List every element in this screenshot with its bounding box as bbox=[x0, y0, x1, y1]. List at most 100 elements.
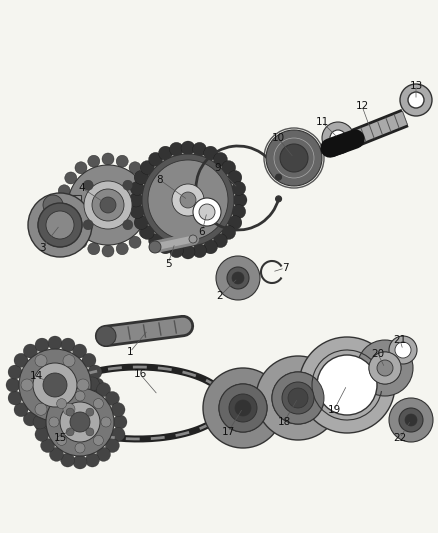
Circle shape bbox=[181, 245, 195, 259]
Circle shape bbox=[35, 427, 49, 441]
Circle shape bbox=[399, 408, 423, 432]
Circle shape bbox=[216, 256, 260, 300]
Text: 18: 18 bbox=[277, 417, 291, 427]
Circle shape bbox=[148, 199, 160, 211]
Circle shape bbox=[113, 415, 127, 429]
Text: 5: 5 bbox=[165, 259, 171, 269]
Circle shape bbox=[50, 215, 70, 235]
Circle shape bbox=[88, 391, 102, 405]
Circle shape bbox=[106, 392, 120, 406]
Circle shape bbox=[193, 142, 207, 156]
Circle shape bbox=[93, 399, 103, 409]
Circle shape bbox=[395, 342, 411, 358]
Text: 10: 10 bbox=[272, 133, 285, 143]
Circle shape bbox=[123, 180, 133, 190]
Text: 12: 12 bbox=[355, 101, 369, 111]
Circle shape bbox=[159, 240, 173, 254]
Circle shape bbox=[93, 435, 103, 446]
Circle shape bbox=[193, 198, 221, 226]
Circle shape bbox=[14, 403, 28, 417]
Text: 14: 14 bbox=[29, 371, 42, 381]
Text: 2: 2 bbox=[217, 291, 223, 301]
Circle shape bbox=[86, 428, 94, 436]
Circle shape bbox=[46, 388, 114, 456]
Circle shape bbox=[227, 267, 249, 289]
FancyBboxPatch shape bbox=[53, 195, 81, 215]
Circle shape bbox=[49, 383, 64, 397]
Circle shape bbox=[235, 400, 251, 416]
Circle shape bbox=[6, 378, 20, 392]
Circle shape bbox=[8, 365, 22, 379]
Circle shape bbox=[219, 384, 267, 432]
Circle shape bbox=[68, 165, 148, 245]
Text: 8: 8 bbox=[157, 175, 163, 185]
Circle shape bbox=[129, 162, 141, 174]
Text: 21: 21 bbox=[393, 335, 406, 345]
Circle shape bbox=[84, 181, 132, 229]
Circle shape bbox=[43, 195, 63, 215]
Circle shape bbox=[142, 154, 234, 246]
Circle shape bbox=[389, 336, 417, 364]
Text: 17: 17 bbox=[221, 427, 235, 437]
Circle shape bbox=[299, 337, 395, 433]
Circle shape bbox=[139, 172, 151, 184]
Circle shape bbox=[101, 417, 111, 427]
Circle shape bbox=[73, 455, 87, 469]
Circle shape bbox=[35, 403, 47, 415]
Circle shape bbox=[389, 398, 433, 442]
Circle shape bbox=[130, 205, 144, 219]
Circle shape bbox=[219, 384, 267, 432]
Circle shape bbox=[43, 373, 67, 397]
Circle shape bbox=[102, 245, 114, 257]
Text: 1: 1 bbox=[127, 347, 133, 357]
Circle shape bbox=[408, 92, 424, 108]
Circle shape bbox=[88, 155, 100, 167]
Circle shape bbox=[90, 378, 104, 392]
Circle shape bbox=[63, 403, 75, 415]
Circle shape bbox=[180, 192, 196, 208]
Circle shape bbox=[96, 383, 110, 397]
Circle shape bbox=[83, 220, 93, 230]
Circle shape bbox=[56, 199, 68, 211]
Circle shape bbox=[134, 171, 148, 184]
Circle shape bbox=[266, 130, 322, 186]
Circle shape bbox=[73, 375, 87, 389]
Text: 7: 7 bbox=[282, 263, 288, 273]
Circle shape bbox=[129, 193, 143, 207]
Circle shape bbox=[61, 418, 75, 432]
Circle shape bbox=[23, 412, 37, 426]
Circle shape bbox=[134, 215, 148, 230]
Circle shape bbox=[204, 240, 218, 254]
Circle shape bbox=[111, 402, 125, 417]
Circle shape bbox=[19, 349, 91, 421]
Circle shape bbox=[96, 447, 110, 462]
Circle shape bbox=[60, 377, 74, 391]
Circle shape bbox=[92, 189, 124, 221]
Circle shape bbox=[369, 352, 401, 384]
Circle shape bbox=[330, 130, 346, 146]
Circle shape bbox=[256, 356, 340, 440]
Circle shape bbox=[140, 225, 154, 239]
Text: 6: 6 bbox=[199, 227, 205, 237]
Circle shape bbox=[140, 160, 154, 175]
Text: 4: 4 bbox=[79, 183, 85, 193]
Circle shape bbox=[405, 414, 417, 426]
Circle shape bbox=[77, 379, 89, 391]
Circle shape bbox=[272, 372, 324, 424]
Text: 11: 11 bbox=[315, 117, 328, 127]
Circle shape bbox=[102, 153, 114, 165]
Circle shape bbox=[85, 453, 99, 467]
Circle shape bbox=[65, 226, 77, 238]
Circle shape bbox=[100, 197, 116, 213]
Circle shape bbox=[60, 453, 74, 467]
Circle shape bbox=[203, 368, 283, 448]
Circle shape bbox=[148, 233, 162, 248]
Circle shape bbox=[123, 220, 133, 230]
Circle shape bbox=[48, 336, 62, 350]
Circle shape bbox=[232, 205, 246, 219]
Circle shape bbox=[73, 412, 87, 426]
Circle shape bbox=[199, 204, 215, 220]
Circle shape bbox=[70, 412, 90, 432]
Text: 16: 16 bbox=[134, 369, 147, 379]
Circle shape bbox=[57, 399, 67, 409]
